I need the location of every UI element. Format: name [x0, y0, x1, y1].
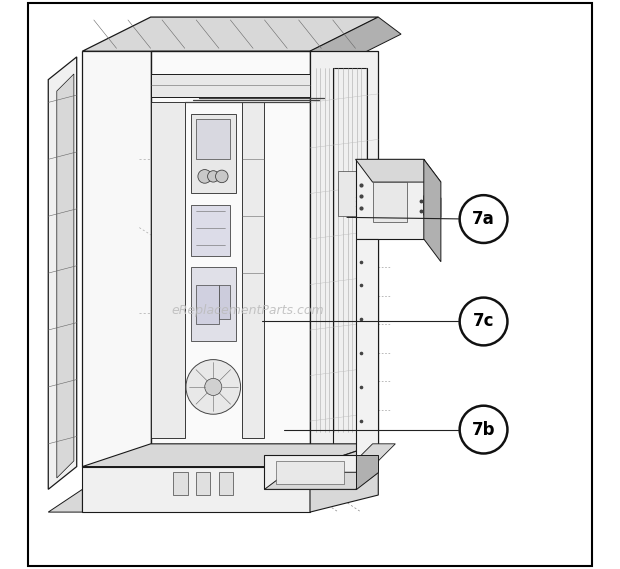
- Polygon shape: [196, 472, 210, 495]
- Circle shape: [459, 406, 507, 453]
- Polygon shape: [190, 205, 231, 256]
- Circle shape: [186, 360, 241, 414]
- Circle shape: [198, 170, 211, 183]
- Polygon shape: [174, 472, 188, 495]
- Polygon shape: [310, 444, 378, 512]
- Polygon shape: [276, 461, 344, 484]
- Polygon shape: [242, 102, 265, 438]
- Polygon shape: [339, 171, 361, 216]
- Polygon shape: [219, 472, 233, 495]
- Polygon shape: [424, 159, 441, 262]
- Polygon shape: [355, 455, 378, 489]
- Polygon shape: [48, 57, 77, 489]
- Circle shape: [208, 171, 219, 182]
- Polygon shape: [355, 159, 441, 182]
- Polygon shape: [82, 467, 310, 512]
- Polygon shape: [424, 196, 441, 217]
- Text: 7a: 7a: [472, 210, 495, 228]
- Circle shape: [459, 195, 507, 243]
- Text: 7b: 7b: [472, 420, 495, 439]
- Polygon shape: [219, 284, 231, 319]
- Polygon shape: [190, 267, 236, 341]
- Polygon shape: [151, 51, 310, 461]
- Polygon shape: [57, 74, 74, 478]
- Polygon shape: [355, 159, 424, 239]
- Polygon shape: [190, 114, 236, 193]
- Polygon shape: [265, 455, 355, 489]
- Polygon shape: [82, 17, 378, 51]
- Polygon shape: [196, 284, 219, 324]
- Polygon shape: [82, 444, 378, 467]
- Polygon shape: [265, 472, 378, 489]
- Polygon shape: [48, 489, 82, 512]
- Text: eReplacementParts.com: eReplacementParts.com: [171, 304, 324, 316]
- Text: 7c: 7c: [473, 312, 494, 331]
- Polygon shape: [373, 182, 407, 222]
- Polygon shape: [355, 239, 378, 461]
- Circle shape: [205, 378, 222, 395]
- Polygon shape: [151, 102, 185, 438]
- Circle shape: [459, 298, 507, 345]
- Polygon shape: [310, 17, 401, 68]
- Circle shape: [216, 170, 228, 183]
- Polygon shape: [355, 444, 396, 461]
- Polygon shape: [151, 74, 310, 97]
- Polygon shape: [333, 68, 367, 461]
- Polygon shape: [310, 51, 378, 461]
- Polygon shape: [196, 119, 231, 159]
- Polygon shape: [82, 51, 151, 467]
